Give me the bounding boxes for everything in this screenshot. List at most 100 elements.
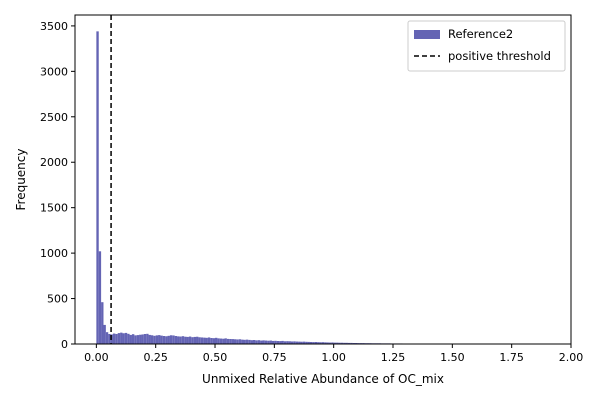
x-tick-label: 0.00 [84,351,109,364]
y-tick-label: 500 [47,293,68,306]
histogram-bar [300,341,303,344]
histogram-bar [269,340,272,344]
histogram-bar [293,341,296,344]
plot-frame [74,14,572,345]
histogram-bar [219,338,223,344]
histogram-bar [153,335,156,344]
histogram-bar [122,333,125,344]
x-axis: 0.00 0.25 0.50 0.75 1.00 1.25 1.50 1.75 2.00 [84,344,583,364]
histogram-bar [245,339,249,344]
x-tick-label: 0.75 [262,351,287,364]
histogram-bar [198,337,201,344]
histogram-bar [158,335,161,344]
histogram-bar [186,336,189,344]
histogram-bar [146,333,149,344]
x-tick-label: 1.25 [381,351,406,364]
histogram-bar [165,336,168,344]
histogram-bar [231,339,235,344]
histogram-bar [336,342,339,344]
legend-box [407,20,566,72]
histogram-bar [267,340,270,344]
histogram-bar [271,340,275,344]
histogram-bar [288,341,291,344]
histogram-bar [283,341,287,344]
histogram-bar [286,341,289,344]
histogram-bar [326,342,329,344]
histogram-bar [101,302,104,344]
histogram-bar [205,337,208,344]
histogram-bar [340,342,344,344]
histogram-bar [347,342,351,344]
histogram-bar [250,340,253,344]
histogram-bar [169,335,173,344]
histogram-bar [105,332,109,344]
histogram-bar [298,341,301,344]
histogram-bar [274,340,277,344]
histogram-bar [338,342,341,344]
y-tick-label: 3000 [40,65,68,78]
histogram-bar [262,340,265,344]
histogram-bars [96,31,571,344]
histogram-bar [184,336,187,344]
histogram-bar [139,334,142,344]
histogram-bar [328,342,332,344]
x-axis-label: Unmixed Relative Abundance of OC_mix [202,372,444,386]
histogram-bar [103,324,106,344]
histogram-bar [148,334,151,344]
histogram-bar [350,342,353,344]
histogram-bar [331,342,334,344]
histogram-bar [212,338,216,344]
legend: Reference2 positive threshold [407,20,566,72]
y-tick-label: 1500 [40,202,68,215]
histogram-bar [181,336,185,344]
y-tick-label: 2500 [40,111,68,124]
histogram-bar [309,342,313,344]
histogram-bar [281,340,284,344]
histogram-bar [120,332,123,344]
x-tick-label: 2.00 [559,351,584,364]
histogram-bar [172,335,175,344]
histogram-bar [129,334,132,344]
histogram-bar [174,336,178,344]
y-tick-label: 0 [61,338,68,351]
histogram-bar [255,340,258,344]
histogram-bar [260,340,263,344]
histogram-bar [317,342,320,344]
histogram-bar [238,339,242,344]
histogram-bar [248,339,251,344]
histogram-bar [319,342,322,344]
x-tick-label: 1.75 [499,351,524,364]
histogram-bar [207,337,211,344]
histogram-bar [160,335,163,344]
histogram-bar [196,336,199,344]
histogram-bar [257,340,261,344]
histogram-bar [279,341,282,344]
histogram-bar [150,335,154,344]
histogram-bar [243,339,246,344]
histogram-bar [191,337,194,344]
x-tick-label: 0.50 [203,351,228,364]
x-tick-label: 1.50 [440,351,465,364]
histogram-bar [215,337,218,344]
histogram-bar [229,339,232,344]
histogram-bar [127,333,130,344]
histogram-bar [307,341,310,344]
histogram-bar [276,341,280,344]
histogram-bar [98,251,102,344]
legend-label-threshold: positive threshold [448,49,551,63]
histogram-bar [188,336,192,344]
histogram-bar [203,337,206,344]
histogram-bar [236,339,239,344]
histogram-bar [134,335,137,344]
histogram-bar [333,342,337,344]
histogram-bar [305,341,308,344]
legend-swatch-reference2 [414,30,440,39]
y-tick-label: 2000 [40,156,68,169]
histogram-bar [136,335,140,344]
histogram-bar [224,338,227,344]
histogram-bar [302,341,306,344]
histogram-bar [234,339,237,344]
histogram-bar [124,332,128,344]
histogram-bar [295,341,299,344]
